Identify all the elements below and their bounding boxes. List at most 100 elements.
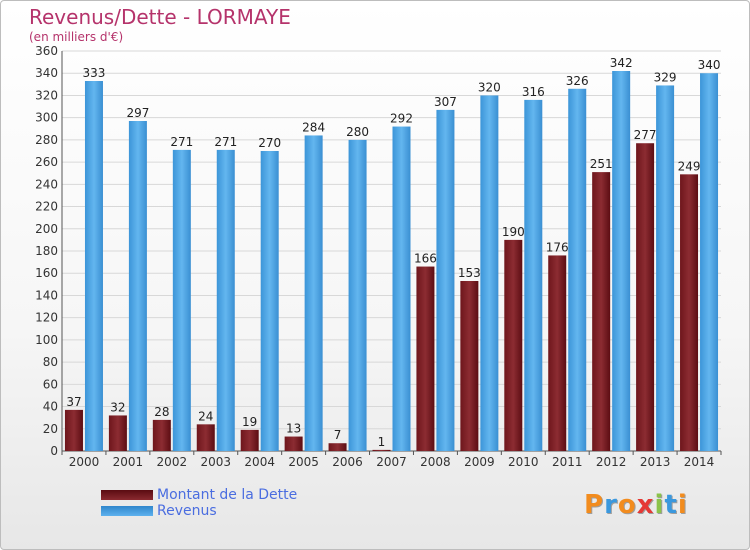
bar-dette bbox=[284, 436, 303, 451]
data-label: 284 bbox=[302, 120, 325, 134]
x-tick-label: 2003 bbox=[200, 455, 231, 469]
logo-letter: i bbox=[654, 490, 665, 520]
y-tick-label: 100 bbox=[35, 333, 58, 347]
bar-revenus bbox=[480, 95, 499, 451]
data-label: 342 bbox=[610, 56, 633, 70]
data-label: 19 bbox=[242, 415, 257, 429]
logo-letter: P bbox=[584, 490, 605, 520]
y-tick-label: 280 bbox=[35, 133, 58, 147]
y-tick-label: 40 bbox=[43, 400, 58, 414]
data-label: 166 bbox=[414, 252, 437, 266]
data-label: 277 bbox=[634, 128, 657, 142]
bar-revenus bbox=[612, 71, 631, 451]
bar-revenus bbox=[436, 109, 455, 451]
x-tick-label: 2007 bbox=[376, 455, 407, 469]
x-tick-label: 2004 bbox=[244, 455, 275, 469]
y-tick-label: 200 bbox=[35, 222, 58, 236]
x-tick-label: 2009 bbox=[464, 455, 495, 469]
y-tick-label: 20 bbox=[43, 422, 58, 436]
bar-dette bbox=[328, 443, 347, 451]
data-label: 307 bbox=[434, 95, 457, 109]
legend-label-revenus: Revenus bbox=[157, 503, 217, 519]
x-tick-label: 2005 bbox=[288, 455, 319, 469]
bar-dette bbox=[460, 281, 479, 451]
x-tick-label: 2006 bbox=[332, 455, 363, 469]
x-tick-label: 2011 bbox=[552, 455, 583, 469]
bar-revenus bbox=[392, 126, 411, 452]
bar-dette bbox=[416, 266, 435, 451]
data-label: 320 bbox=[478, 80, 501, 94]
data-label: 190 bbox=[502, 225, 525, 239]
data-label: 271 bbox=[214, 135, 237, 149]
bar-dette bbox=[636, 143, 655, 451]
data-label: 270 bbox=[258, 136, 281, 150]
chart-title: Revenus/Dette - LORMAYE bbox=[29, 5, 291, 29]
data-label: 333 bbox=[83, 66, 106, 80]
y-tick-label: 140 bbox=[35, 288, 58, 302]
data-label: 280 bbox=[346, 125, 369, 139]
bar-revenus bbox=[128, 121, 147, 451]
y-tick-label: 300 bbox=[35, 111, 58, 125]
bar-revenus bbox=[348, 139, 367, 451]
logo-letter: x bbox=[636, 490, 655, 520]
data-label: 28 bbox=[154, 405, 169, 419]
logo-letter: r bbox=[604, 490, 618, 520]
x-tick-label: 2010 bbox=[508, 455, 539, 469]
y-tick-label: 360 bbox=[35, 44, 58, 58]
bar-dette bbox=[108, 415, 127, 451]
bar-revenus bbox=[172, 149, 191, 451]
legend-swatch-dette bbox=[101, 490, 153, 500]
y-tick-label: 160 bbox=[35, 266, 58, 280]
bar-dette bbox=[64, 409, 83, 451]
x-tick-label: 2014 bbox=[684, 455, 715, 469]
y-tick-label: 120 bbox=[35, 311, 58, 325]
y-tick-label: 0 bbox=[50, 444, 58, 458]
data-label: 13 bbox=[286, 422, 301, 436]
logo-letter: i bbox=[677, 490, 688, 520]
legend-label-dette: Montant de la Dette bbox=[157, 487, 298, 503]
logo-letter: t bbox=[664, 490, 678, 520]
data-label: 24 bbox=[198, 409, 213, 423]
bar-revenus bbox=[304, 135, 323, 451]
x-tick-label: 2012 bbox=[596, 455, 627, 469]
y-tick-label: 220 bbox=[35, 200, 58, 214]
bar-revenus bbox=[84, 81, 103, 451]
data-label: 32 bbox=[110, 400, 125, 414]
bar-revenus bbox=[260, 151, 279, 451]
x-tick-label: 2013 bbox=[640, 455, 671, 469]
bar-dette bbox=[504, 239, 523, 451]
y-tick-label: 80 bbox=[43, 355, 58, 369]
data-label: 329 bbox=[654, 70, 677, 84]
proxiti-logo: Proxiti bbox=[584, 490, 688, 520]
data-label: 37 bbox=[66, 395, 81, 409]
data-label: 249 bbox=[678, 159, 701, 173]
data-label: 297 bbox=[126, 106, 149, 120]
logo-letter: o bbox=[617, 490, 637, 520]
x-tick-label: 2008 bbox=[420, 455, 451, 469]
data-label: 326 bbox=[566, 74, 589, 88]
bar-dette bbox=[548, 255, 567, 451]
bar-dette bbox=[680, 174, 699, 452]
bar-revenus bbox=[524, 99, 543, 451]
data-label: 251 bbox=[590, 157, 613, 171]
data-label: 292 bbox=[390, 112, 413, 126]
data-label: 7 bbox=[334, 428, 342, 442]
y-tick-label: 180 bbox=[35, 244, 58, 258]
bar-dette bbox=[592, 172, 611, 451]
bar-revenus bbox=[216, 149, 235, 451]
chart-subtitle: (en milliers d'€) bbox=[29, 30, 124, 44]
bar-revenus bbox=[656, 85, 675, 451]
y-tick-label: 320 bbox=[35, 88, 58, 102]
x-tick-label: 2001 bbox=[113, 455, 144, 469]
x-tick-label: 2000 bbox=[69, 455, 100, 469]
x-tick-label: 2002 bbox=[157, 455, 188, 469]
bar-dette bbox=[196, 424, 215, 451]
data-label: 340 bbox=[698, 58, 721, 72]
y-tick-label: 240 bbox=[35, 177, 58, 191]
bar-dette bbox=[372, 449, 391, 451]
data-label: 1 bbox=[378, 435, 386, 449]
bar-dette bbox=[152, 419, 171, 451]
data-label: 316 bbox=[522, 85, 545, 99]
